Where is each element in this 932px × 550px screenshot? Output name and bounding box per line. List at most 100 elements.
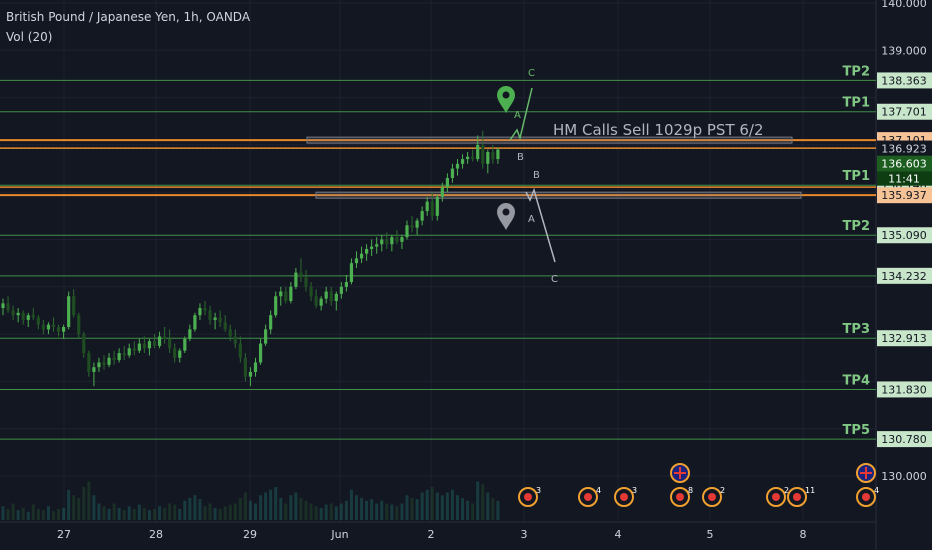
price-tag-bg — [877, 140, 932, 157]
candle-body — [390, 237, 394, 245]
volume-bar — [238, 498, 242, 520]
tp-label: TP3 — [843, 322, 870, 337]
volume-bar — [173, 504, 177, 520]
tp-label: TP5 — [843, 423, 870, 438]
event-count[interactable]: 4 — [874, 486, 879, 495]
volume-bar — [294, 492, 298, 520]
candle-body — [178, 350, 182, 358]
price-tag-value: 134.232 — [881, 270, 927, 283]
map-pin-gray-icon — [497, 203, 515, 230]
price-tag-value: 137.701 — [881, 106, 927, 119]
volume-bar — [52, 511, 55, 520]
economic-event-dot — [524, 493, 532, 501]
economic-event-dot — [772, 493, 780, 501]
x-tick-label: 3 — [521, 528, 528, 541]
event-count[interactable]: 11 — [805, 486, 815, 495]
map-pin-green-icon-hole — [502, 91, 510, 99]
volume-bar — [248, 500, 252, 520]
candle-body — [299, 272, 303, 278]
tp-label: TP1 — [843, 96, 870, 111]
volume-bar — [153, 509, 156, 520]
map-pin-gray-icon-shape — [497, 203, 515, 230]
wave-label-c-up: C — [528, 68, 535, 79]
price-tag-bg — [877, 330, 932, 347]
volume-bar — [304, 500, 308, 520]
event-count[interactable]: 2 — [784, 486, 789, 495]
candle-body — [6, 303, 10, 311]
candle-body — [26, 315, 30, 320]
volume-bar — [435, 492, 439, 520]
candle-body — [132, 348, 136, 351]
candle-body — [152, 341, 157, 346]
wave-up-path — [509, 87, 533, 141]
volume-bar — [77, 498, 81, 520]
candle-body — [67, 296, 71, 328]
candle-body — [258, 343, 263, 363]
volume-indicator-label[interactable]: Vol (20) — [6, 30, 53, 44]
volume-bar — [107, 509, 111, 520]
price-tag-value: 135.090 — [881, 229, 927, 242]
candle-body — [395, 237, 399, 242]
volume-bar — [6, 509, 10, 520]
volume-bar — [46, 506, 50, 520]
economic-event-dot — [708, 493, 716, 501]
volume-bar — [26, 511, 30, 520]
candle-body — [425, 201, 429, 212]
event-count[interactable]: 4 — [596, 486, 601, 495]
volume-bar — [471, 503, 475, 520]
event-count[interactable]: 8 — [688, 486, 693, 495]
candle-body — [228, 329, 232, 337]
candle-body — [112, 357, 116, 361]
candle-body — [319, 298, 323, 306]
volume-bar — [299, 498, 303, 520]
candle-body — [142, 343, 146, 349]
event-count[interactable]: 3 — [632, 486, 637, 495]
volume-bar — [410, 498, 414, 520]
volume-bar — [440, 495, 444, 520]
candle-body — [324, 291, 328, 299]
volume-bar — [243, 492, 247, 520]
candle-body — [117, 353, 121, 361]
volume-bar — [21, 507, 25, 520]
volume-bar — [445, 492, 449, 520]
candle-body — [486, 151, 490, 164]
candle-body — [248, 371, 253, 377]
volume-bar — [36, 509, 40, 520]
volume-bar — [87, 481, 91, 520]
volume-bar — [1, 506, 5, 520]
volume-bar — [132, 509, 136, 520]
volume-bar — [127, 506, 131, 520]
candle-body — [289, 286, 293, 301]
wave-label-c-down: C — [551, 274, 558, 285]
volume-bar — [163, 507, 167, 520]
candle-body — [354, 258, 359, 264]
map-pin-green-icon — [497, 86, 515, 113]
candle-body — [349, 263, 354, 283]
sell-zone-box — [306, 136, 793, 144]
candle-body — [87, 353, 91, 372]
event-count[interactable]: 3 — [536, 486, 541, 495]
volume-bar — [349, 489, 353, 520]
volume-bar — [425, 489, 429, 520]
candle-body — [264, 329, 268, 344]
volume-bar — [274, 487, 278, 520]
candle-body — [304, 277, 308, 287]
candle-body — [440, 187, 444, 197]
volume-bar — [233, 503, 237, 520]
volume-bar — [208, 503, 212, 520]
candle-body — [137, 343, 141, 351]
event-count[interactable]: 2 — [720, 486, 725, 495]
x-tick-label: 28 — [149, 528, 163, 541]
candle-body — [238, 343, 242, 358]
volume-bar — [309, 503, 313, 520]
volume-bar — [254, 503, 257, 520]
volume-bar — [16, 510, 20, 520]
candle-body — [359, 253, 364, 259]
map-pin-green-icon-shape — [497, 86, 515, 113]
volume-bar — [405, 495, 409, 520]
volume-bar — [188, 498, 192, 520]
volume-bar — [82, 487, 86, 520]
volume-bar — [213, 507, 217, 520]
